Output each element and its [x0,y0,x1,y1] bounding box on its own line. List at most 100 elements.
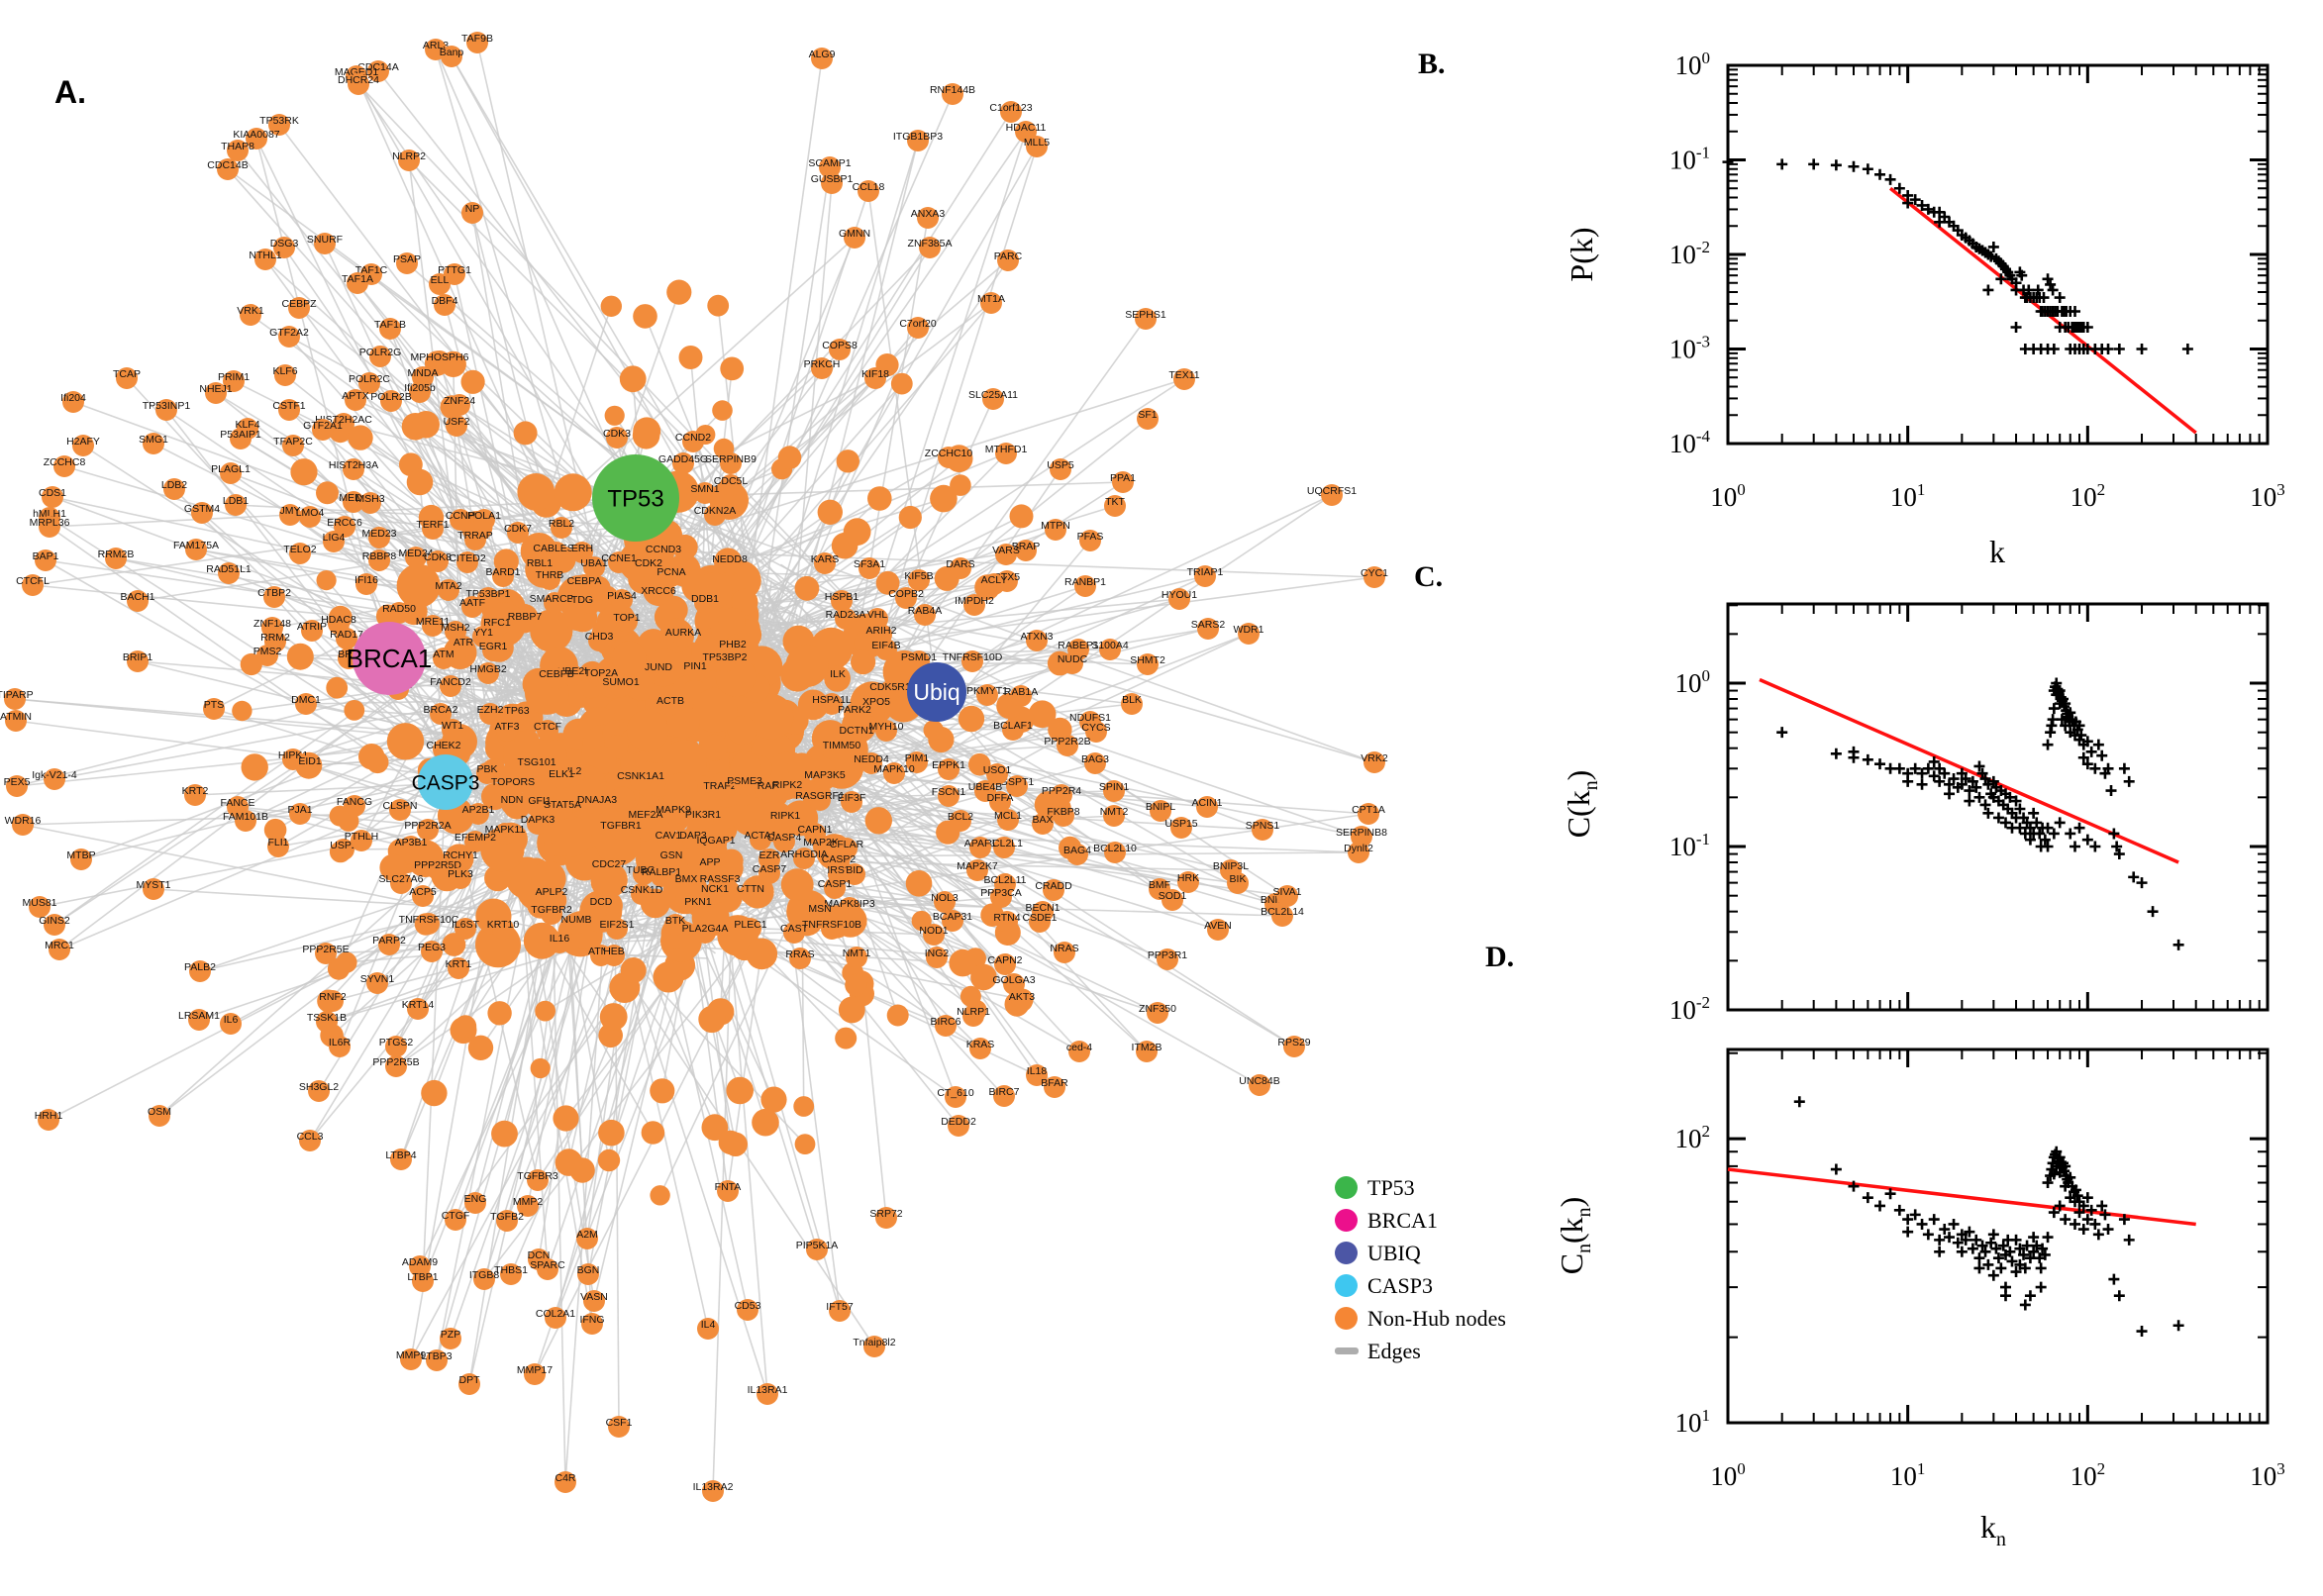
network-node [359,492,381,514]
network-node-label: RBL1 [527,557,553,569]
network-node-label: CDK5R1 [869,681,911,693]
network-node-label: PIK3R1 [685,809,721,821]
network-node-label: MTA2 [435,580,461,592]
network-node [460,369,485,394]
network-node-label: ERCC6 [327,517,362,529]
network-node-label: BID [846,864,863,876]
network-node-label: LRSAM1 [178,1010,220,1022]
plot-frame [1726,1047,2270,1425]
network-node-label: ATRIP [297,621,327,633]
network-node [544,592,565,614]
network-node-label: POLR2C [349,373,390,385]
network-node-label: SLC27A6 [379,873,424,885]
network-node-label: ATF3 [495,721,520,733]
network-node [456,551,478,573]
network-node-label: MRC1 [45,940,74,951]
network-node [514,610,536,632]
scatter-point [1793,1096,1805,1108]
network-node [422,518,444,540]
network-node-label: EIF2S1 [599,919,634,931]
network-node-label: CSF1 [606,1417,633,1429]
network-node-label: PTS [204,699,224,711]
network-node [289,543,311,564]
network-node-label: CTCF [534,721,561,733]
network-node [598,1119,625,1147]
network-node-label: RBL2 [549,518,574,530]
network-node-label: TAF1C [355,264,388,276]
network-node [785,644,829,688]
network-node [660,565,682,587]
y-tick-label: 10-1 [1669,144,1710,175]
scatter-point [1973,1252,1985,1264]
network-node [938,447,960,468]
network-node-label: RTN4 [993,912,1020,924]
network-node [626,709,669,752]
network-node-label: CDC14B [207,159,248,171]
network-node-label: IL6ST [452,919,480,931]
network-node-label: STAT5A [544,799,581,811]
network-node-label: RBBP7 [508,611,543,623]
network-node [730,751,761,782]
network-node-label: PLA2G4A [682,923,729,935]
network-node-label: PZP [441,1329,460,1341]
network-node [712,400,733,421]
network-node [794,1134,816,1154]
network-node [650,1185,670,1206]
network-node [433,648,454,669]
network-node-label: AVEN [1204,920,1232,932]
network-node [429,350,451,372]
x-tick-label: 100 [1710,480,1746,512]
network-node-label: CDK8 [424,551,452,563]
plot-frame [1726,602,2270,1012]
network-node [919,237,941,258]
network-node [867,486,892,511]
network-node-label: TGFBR3 [517,1170,558,1182]
x-tick-label: 103 [2250,480,2285,512]
network-node [388,602,410,624]
network-node-label: DDB1 [691,593,719,605]
network-node-label: CFLAR [830,839,864,850]
scatter-point [1902,1226,1914,1238]
network-node-label: BCAP31 [933,911,972,923]
network-node [907,317,929,339]
network-node-label: POLR2B [370,391,411,403]
scatter-point [1934,1246,1946,1257]
network-node-label: SF1 [1138,409,1157,421]
network-node-label: TEX11 [1168,369,1199,381]
network-node [619,365,647,393]
network-node-label: PHB2 [719,639,747,650]
network-node [797,689,829,721]
network-node-label: TKT [1105,496,1125,508]
network-node [513,421,538,446]
network-node [343,491,364,513]
network-node [684,659,706,681]
scatter-point [1987,241,1999,252]
network-node [105,548,127,569]
network-node-label: ELK1 [549,768,574,780]
network-node-label: IL13RA1 [748,1384,788,1396]
network-node [1321,484,1343,506]
network-node-label: CAV1 [656,830,682,842]
network-node [62,391,84,413]
network-node-label: CEBPA [567,575,602,587]
network-node-label: CEBPB [539,668,574,680]
network-node [727,715,757,746]
network-node-label: MRE11 [416,616,450,628]
network-node [1026,136,1048,157]
network-node [608,551,630,573]
network-node [358,372,380,394]
network-node [530,1057,551,1079]
network-node [704,504,726,526]
scatter-point [2172,1320,2184,1332]
network-node [323,531,345,552]
y-tick-label: 10-1 [1669,830,1710,861]
network-node-label: DBF4 [432,295,458,307]
network-node [551,816,592,857]
network-node [851,649,876,675]
network-node [811,357,833,379]
network-node-label: H2AFY [66,436,100,448]
network-node-label: EIF4B [871,640,900,651]
network-node [612,641,647,675]
network-node-label: KRT1 [446,958,472,970]
network-node-label: MAP2K7 [957,860,998,872]
